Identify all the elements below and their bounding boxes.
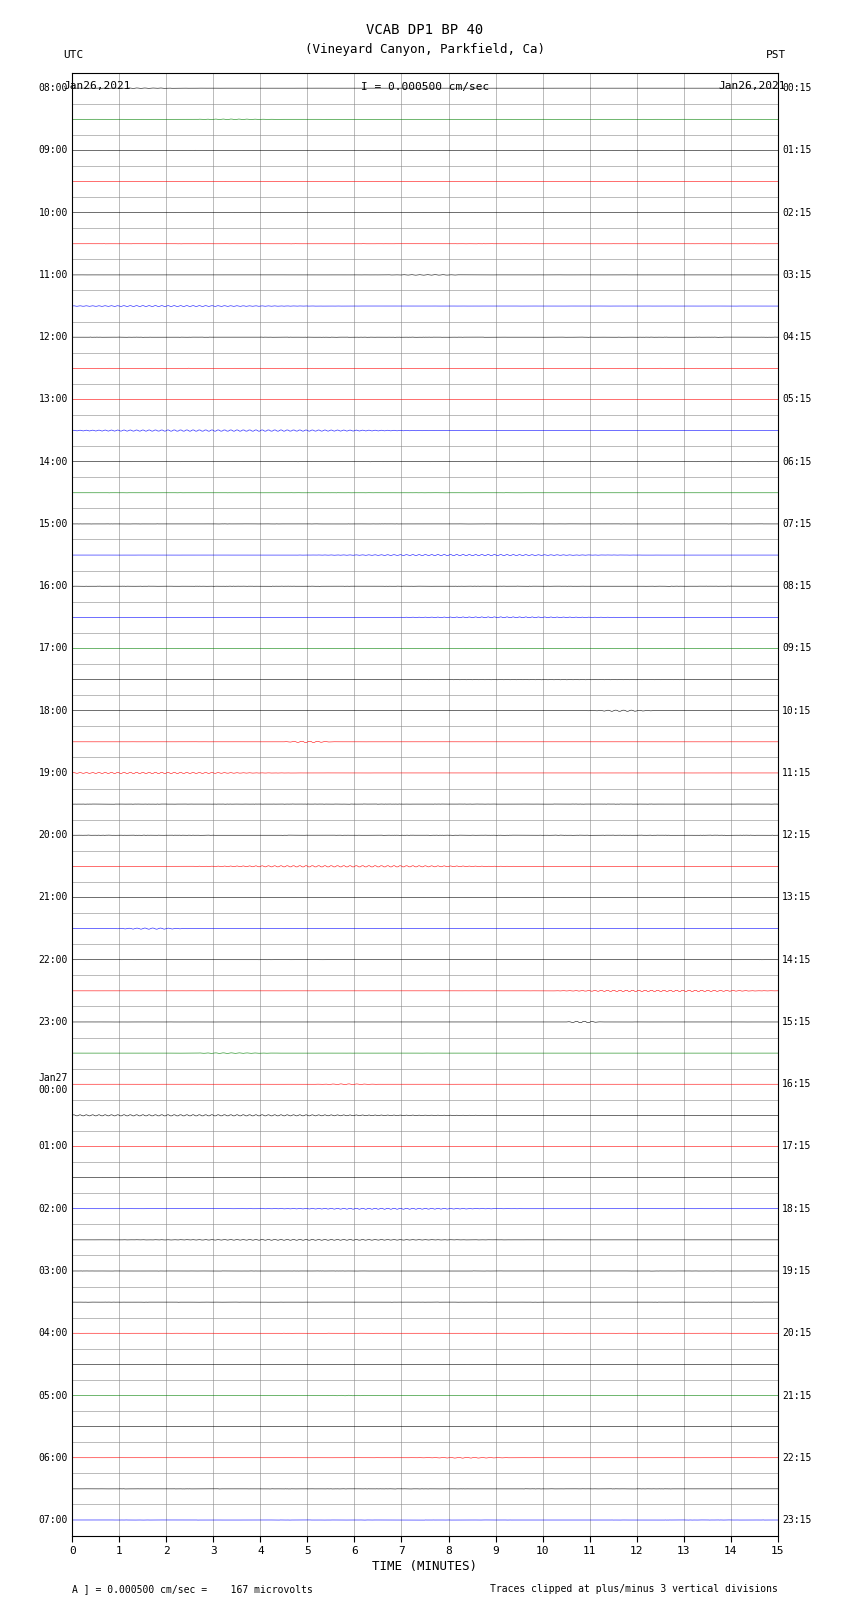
- Text: 18:00: 18:00: [38, 706, 68, 716]
- Text: I = 0.000500 cm/sec: I = 0.000500 cm/sec: [361, 82, 489, 92]
- Text: 07:00: 07:00: [38, 1515, 68, 1524]
- Text: 00:15: 00:15: [782, 84, 812, 94]
- Text: 13:15: 13:15: [782, 892, 812, 902]
- Text: 10:00: 10:00: [38, 208, 68, 218]
- Text: 23:15: 23:15: [782, 1515, 812, 1524]
- Text: 05:15: 05:15: [782, 395, 812, 405]
- Text: 04:15: 04:15: [782, 332, 812, 342]
- Text: 17:15: 17:15: [782, 1142, 812, 1152]
- Text: 04:00: 04:00: [38, 1327, 68, 1339]
- Text: Jan26,2021: Jan26,2021: [64, 81, 131, 90]
- Text: VCAB DP1 BP 40: VCAB DP1 BP 40: [366, 23, 484, 37]
- Text: 19:00: 19:00: [38, 768, 68, 777]
- Text: 03:15: 03:15: [782, 269, 812, 281]
- Text: 02:00: 02:00: [38, 1203, 68, 1213]
- Text: 11:00: 11:00: [38, 269, 68, 281]
- Text: 12:15: 12:15: [782, 831, 812, 840]
- Text: 19:15: 19:15: [782, 1266, 812, 1276]
- Text: 15:15: 15:15: [782, 1016, 812, 1027]
- X-axis label: TIME (MINUTES): TIME (MINUTES): [372, 1560, 478, 1573]
- Text: Jan26,2021: Jan26,2021: [719, 81, 786, 90]
- Text: 02:15: 02:15: [782, 208, 812, 218]
- Text: 16:15: 16:15: [782, 1079, 812, 1089]
- Text: PST: PST: [766, 50, 786, 60]
- Text: 21:00: 21:00: [38, 892, 68, 902]
- Text: 05:00: 05:00: [38, 1390, 68, 1400]
- Text: 10:15: 10:15: [782, 706, 812, 716]
- Text: 22:00: 22:00: [38, 955, 68, 965]
- Text: 07:15: 07:15: [782, 519, 812, 529]
- Text: 11:15: 11:15: [782, 768, 812, 777]
- Text: 03:00: 03:00: [38, 1266, 68, 1276]
- Text: 14:15: 14:15: [782, 955, 812, 965]
- Text: 20:00: 20:00: [38, 831, 68, 840]
- Text: 12:00: 12:00: [38, 332, 68, 342]
- Text: 09:15: 09:15: [782, 644, 812, 653]
- Text: 16:00: 16:00: [38, 581, 68, 592]
- Text: 08:15: 08:15: [782, 581, 812, 592]
- Text: 23:00: 23:00: [38, 1016, 68, 1027]
- Text: 22:15: 22:15: [782, 1453, 812, 1463]
- Text: 15:00: 15:00: [38, 519, 68, 529]
- Text: 08:00: 08:00: [38, 84, 68, 94]
- Text: Jan27
00:00: Jan27 00:00: [38, 1073, 68, 1095]
- Text: 06:00: 06:00: [38, 1453, 68, 1463]
- Text: Traces clipped at plus/minus 3 vertical divisions: Traces clipped at plus/minus 3 vertical …: [490, 1584, 778, 1594]
- Text: 01:15: 01:15: [782, 145, 812, 155]
- Text: 14:00: 14:00: [38, 456, 68, 466]
- Text: 01:00: 01:00: [38, 1142, 68, 1152]
- Text: 06:15: 06:15: [782, 456, 812, 466]
- Text: 13:00: 13:00: [38, 395, 68, 405]
- Text: (Vineyard Canyon, Parkfield, Ca): (Vineyard Canyon, Parkfield, Ca): [305, 44, 545, 56]
- Text: 20:15: 20:15: [782, 1327, 812, 1339]
- Text: A ] = 0.000500 cm/sec =    167 microvolts: A ] = 0.000500 cm/sec = 167 microvolts: [72, 1584, 313, 1594]
- Text: 17:00: 17:00: [38, 644, 68, 653]
- Text: UTC: UTC: [64, 50, 84, 60]
- Text: 09:00: 09:00: [38, 145, 68, 155]
- Text: 18:15: 18:15: [782, 1203, 812, 1213]
- Text: 21:15: 21:15: [782, 1390, 812, 1400]
